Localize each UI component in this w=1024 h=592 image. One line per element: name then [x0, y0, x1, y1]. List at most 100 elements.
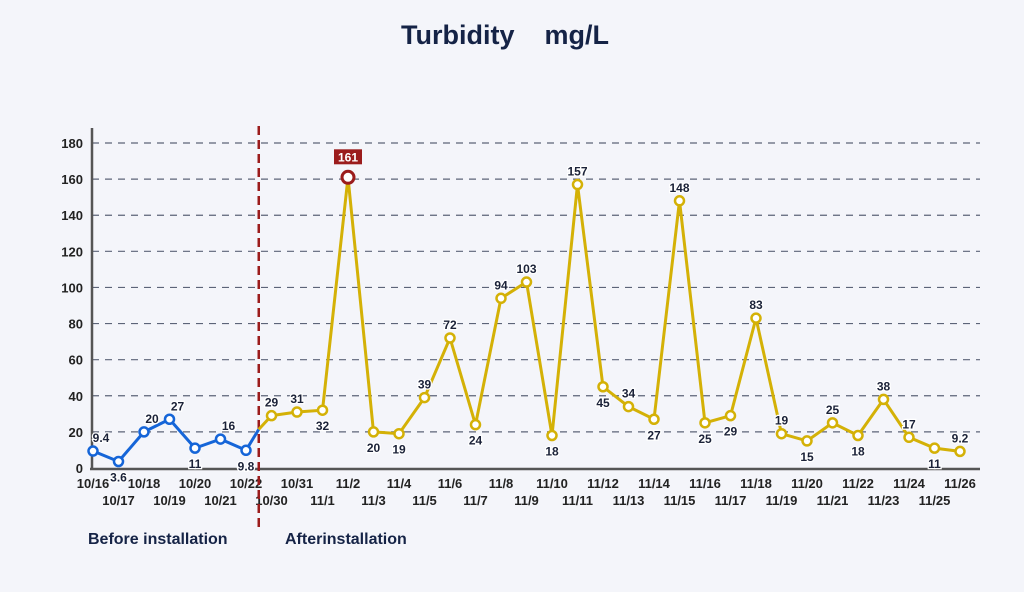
data-point [265, 409, 278, 422]
data-point [240, 444, 252, 457]
data-label: 17 [902, 417, 916, 431]
x-tick-label: 11/13 [613, 493, 645, 508]
data-label: 27 [171, 399, 185, 413]
x-tick-label: 11/7 [463, 493, 488, 508]
x-tick-label: 11/8 [489, 476, 514, 491]
y-tick-label: 0 [76, 461, 83, 476]
data-point [189, 442, 201, 454]
data-label: 94 [494, 278, 508, 292]
x-tick-label: 11/26 [944, 476, 976, 491]
data-point [291, 406, 303, 418]
x-tick-label: 10/31 [281, 476, 314, 491]
data-label: 148 [669, 181, 689, 195]
data-label: 9.4 [93, 431, 110, 445]
data-label: 18 [545, 445, 559, 459]
x-tick-label: 11/24 [893, 476, 926, 491]
data-point [801, 435, 813, 447]
data-point [112, 455, 125, 468]
x-tick-label: 10/16 [77, 476, 110, 491]
data-point [546, 429, 558, 442]
x-tick-label: 10/19 [153, 493, 186, 508]
data-point [775, 427, 788, 440]
y-tick-label: 180 [61, 136, 83, 151]
data-label: 3.6 [110, 471, 127, 485]
x-tick-label: 11/12 [587, 476, 619, 491]
y-tick-label: 140 [61, 208, 83, 223]
data-point [316, 404, 329, 416]
data-label: 18 [851, 445, 865, 459]
x-tick-label: 11/14 [638, 476, 671, 491]
data-point [622, 400, 635, 413]
data-label: 72 [443, 318, 457, 332]
data-label: 16 [222, 419, 236, 433]
x-tick-label: 11/9 [514, 493, 539, 508]
x-tick-label: 11/20 [791, 476, 823, 491]
data-point [163, 413, 176, 425]
data-point [597, 381, 609, 393]
x-tick-label: 11/23 [868, 493, 900, 508]
x-tick-label: 11/25 [919, 493, 951, 508]
x-tick-label: 11/17 [715, 493, 747, 508]
data-point [673, 195, 686, 207]
chart-title: Turbidity mg/L [401, 20, 609, 50]
x-tick-label: 11/21 [817, 493, 849, 508]
data-point [340, 169, 356, 185]
data-label: 103 [516, 262, 536, 276]
x-tick-label: 11/6 [438, 476, 463, 491]
before-installation-label: Before installation [88, 531, 228, 548]
data-label: 32 [316, 419, 330, 433]
data-point [648, 413, 660, 425]
x-tick-label: 11/11 [562, 493, 593, 508]
data-point [444, 332, 456, 344]
data-point [699, 417, 711, 429]
data-point [367, 426, 380, 438]
x-tick-label: 11/2 [336, 476, 361, 491]
data-point [138, 426, 150, 438]
x-tick-label: 11/19 [766, 493, 798, 508]
data-label: 15 [800, 450, 814, 464]
data-point [877, 393, 890, 406]
data-point [571, 178, 584, 191]
series-line-after [271, 177, 961, 453]
x-tick-label: 10/20 [179, 476, 212, 491]
y-tick-label: 80 [69, 317, 83, 332]
y-tick-label: 100 [61, 280, 83, 295]
after-installation-label: Afterinstallation [285, 531, 407, 548]
data-label: 24 [469, 434, 483, 448]
data-point [852, 429, 864, 442]
x-tick-label: 11/10 [536, 476, 568, 491]
x-tick-label: 11/18 [740, 476, 772, 491]
data-point [214, 433, 227, 445]
data-label: 9.8 [238, 459, 255, 473]
x-tick-label: 10/17 [102, 493, 135, 508]
x-tick-label: 11/4 [387, 476, 412, 491]
data-label: 157 [567, 165, 587, 179]
x-tick-label: 11/3 [361, 493, 386, 508]
data-point [520, 276, 533, 288]
data-point [469, 418, 482, 431]
data-label: 161 [338, 150, 358, 164]
x-tick-label: 11/15 [664, 493, 696, 508]
y-tick-label: 160 [61, 172, 83, 187]
data-point [954, 445, 966, 458]
x-tick-label: 11/16 [689, 476, 721, 491]
data-point [87, 445, 99, 457]
x-tick-label: 11/1 [310, 493, 335, 508]
data-point [903, 431, 915, 444]
y-tick-label: 120 [61, 244, 83, 259]
data-label: 25 [826, 403, 840, 417]
data-label: 11 [928, 457, 941, 471]
data-label: 38 [877, 379, 891, 393]
data-point [750, 312, 762, 324]
data-label: 19 [392, 443, 406, 457]
data-label: 29 [724, 425, 738, 439]
x-tick-label: 10/22 [230, 476, 263, 491]
data-point [495, 292, 507, 305]
data-point [826, 417, 839, 429]
x-tick-label: 11/5 [412, 493, 437, 508]
data-label: 83 [749, 298, 763, 312]
data-label: 20 [145, 412, 159, 426]
data-label: 9.2 [952, 431, 969, 445]
data-label: 19 [775, 414, 789, 428]
